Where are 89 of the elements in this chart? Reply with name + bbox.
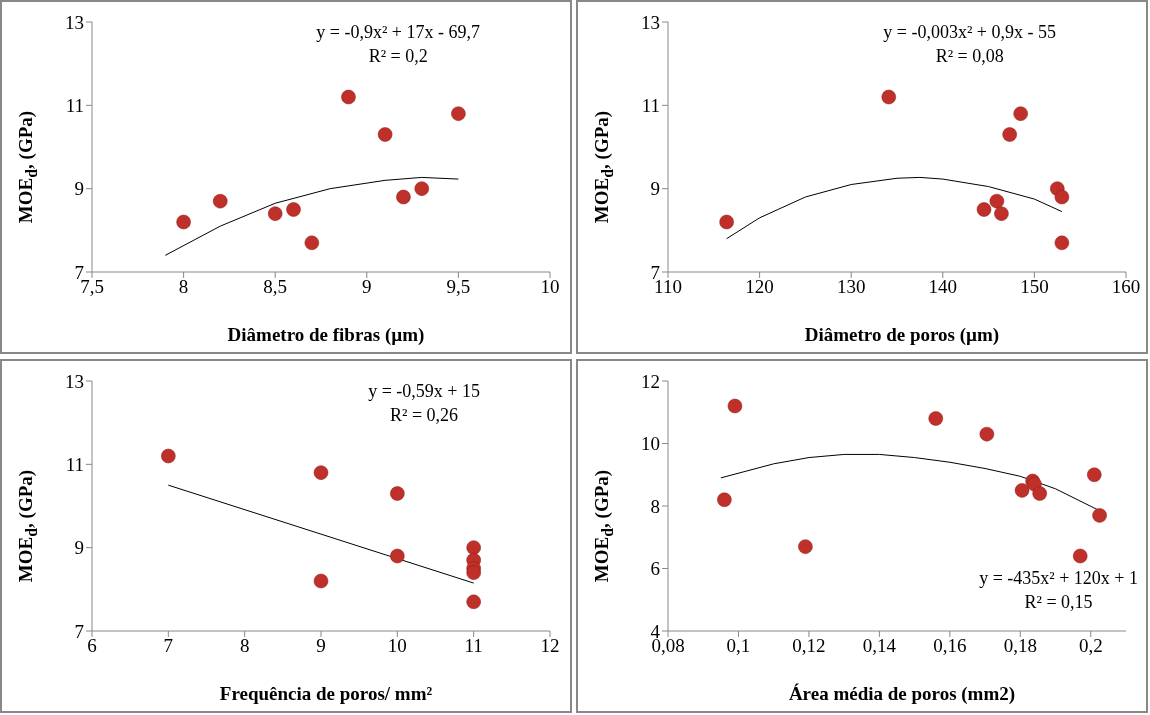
x-tick-label: 0,2 (1078, 634, 1103, 656)
y-tick-label: 6 (650, 557, 660, 579)
point (396, 189, 411, 205)
point (451, 106, 466, 121)
point (377, 127, 393, 142)
point (390, 485, 405, 501)
x-tick-label: 0,14 (862, 634, 897, 656)
x-tick-label: 150 (1020, 276, 1049, 298)
point (390, 548, 405, 563)
x-tick-label: 9 (316, 634, 326, 656)
x-tick-label: 130 (836, 276, 866, 298)
x-axis-title: Diâmetro de poros (µm) (803, 324, 1001, 346)
y-tick-label: 12 (641, 370, 660, 392)
point (161, 448, 176, 463)
x-tick-label: 160 (1111, 276, 1141, 298)
point (1054, 235, 1070, 251)
point (1013, 106, 1028, 121)
annotation: R² = 0,15 (1023, 590, 1094, 614)
y-tick-label: 9 (74, 178, 84, 200)
point (1032, 485, 1047, 501)
point (286, 202, 301, 217)
point (1002, 127, 1017, 142)
point (798, 538, 813, 554)
point (727, 398, 743, 413)
x-axis-title: Frequência de poros/ mm² (218, 682, 434, 705)
annotation: y = -435x² + 120x + 1 (979, 566, 1138, 590)
point (989, 193, 1005, 209)
point (267, 206, 283, 221)
point (717, 492, 732, 507)
line-series (164, 176, 459, 256)
x-tick-label: 0,1 (726, 634, 751, 656)
annotation: y = -0,59x + 15 (368, 379, 480, 403)
point (1054, 189, 1070, 205)
x-tick-label: 11 (464, 634, 483, 656)
point (719, 214, 734, 230)
y-tick-label: 10 (641, 432, 660, 454)
point (994, 206, 1009, 221)
point (313, 573, 329, 588)
point (1014, 482, 1030, 498)
y-tick-label: 9 (650, 178, 660, 200)
y-tick-label: 11 (65, 453, 84, 475)
point (466, 539, 481, 555)
x-tick-label: 8 (239, 634, 250, 656)
y-tick-label: 11 (65, 95, 84, 117)
x-tick-label: 8,5 (263, 276, 288, 298)
line-series (726, 176, 1063, 240)
x-axis-title: Área média de poros (mm2) (787, 682, 1017, 705)
x-tick-label: 8 (178, 276, 189, 298)
annotation: R² = 0,26 (389, 403, 460, 427)
point (1092, 507, 1107, 523)
point (176, 214, 191, 230)
x-tick-label: 0,18 (1003, 634, 1037, 656)
point (304, 235, 320, 251)
y-tick-label: 13 (641, 11, 660, 33)
point (1087, 467, 1102, 482)
x-tick-label: 0,16 (933, 634, 967, 656)
x-tick-label: 140 (928, 276, 958, 298)
x-tick-label: 7,5 (80, 276, 104, 298)
x-tick-label: 9 (362, 276, 372, 298)
x-tick-label: 10 (387, 634, 407, 656)
point (928, 410, 943, 426)
point (466, 564, 481, 580)
annotation: R² = 0,08 (934, 45, 1005, 68)
y-tick-label: 7 (74, 620, 84, 642)
point (414, 181, 430, 196)
x-axis-title: Diâmetro de fibras (µm) (226, 324, 426, 346)
point (881, 89, 897, 105)
x-tick-label: 7 (163, 634, 174, 656)
x-tick-label: 9,5 (446, 276, 471, 298)
x-tick-label: 110 (654, 276, 682, 298)
point (466, 594, 481, 609)
y-tick-label: 9 (74, 536, 84, 558)
y-tick-label: 13 (65, 370, 84, 392)
point (313, 464, 329, 480)
y-tick-label: 13 (65, 11, 84, 33)
point (212, 193, 228, 209)
point (341, 89, 356, 105)
point (1072, 548, 1088, 563)
x-tick-label: 12 (540, 634, 560, 656)
x-tick-label: 120 (745, 276, 774, 298)
y-tick-label: 8 (650, 495, 660, 517)
annotation: y = -0,9x² + 17x - 69,7 (316, 21, 480, 44)
x-tick-label: 0,12 (792, 634, 826, 656)
annotation: y = -0,003x² + 0,9x - 55 (883, 21, 1056, 44)
point (979, 426, 995, 441)
point (976, 202, 992, 217)
x-tick-label: 10 (540, 276, 560, 298)
annotation: R² = 0,2 (367, 45, 429, 68)
y-tick-label: 11 (641, 95, 660, 117)
